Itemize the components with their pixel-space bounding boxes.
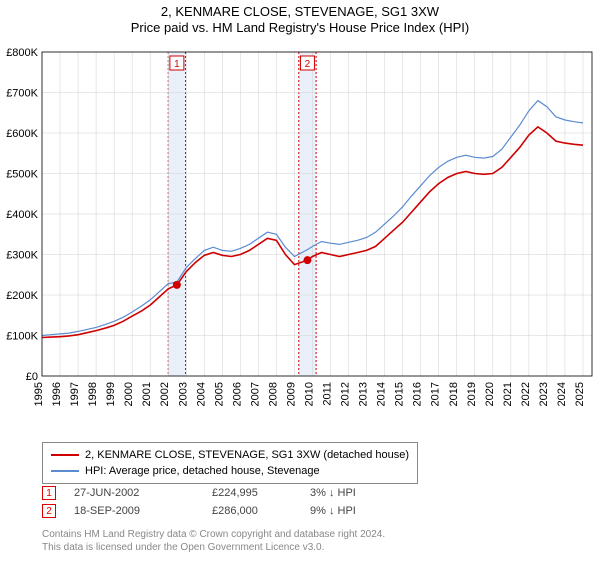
legend-item: HPI: Average price, detached house, Stev…	[51, 463, 409, 479]
svg-text:2013: 2013	[358, 382, 370, 406]
svg-text:2002: 2002	[159, 382, 171, 406]
svg-text:1995: 1995	[33, 382, 45, 406]
svg-text:2015: 2015	[394, 382, 406, 406]
svg-text:2025: 2025	[574, 382, 586, 406]
svg-text:1998: 1998	[87, 382, 99, 406]
svg-text:2021: 2021	[502, 382, 514, 406]
svg-text:£0: £0	[26, 371, 38, 383]
sale-date: 18-SEP-2009	[74, 505, 194, 517]
svg-text:1: 1	[174, 59, 180, 70]
legend-swatch	[51, 454, 79, 456]
footer-line: Contains HM Land Registry data © Crown c…	[42, 528, 385, 541]
svg-text:2007: 2007	[249, 382, 261, 406]
sale-row: 1 27-JUN-2002 £224,995 3% ↓ HPI	[42, 486, 390, 500]
svg-text:2001: 2001	[141, 382, 153, 406]
page-subtitle: Price paid vs. HM Land Registry's House …	[0, 20, 600, 35]
chart-area: £0 £100K £200K £300K £400K £500K £600K £700K £80…	[0, 46, 600, 436]
sale-price: £224,995	[212, 487, 292, 499]
sale-price: £286,000	[212, 505, 292, 517]
legend-label: 2, KENMARE CLOSE, STEVENAGE, SG1 3XW (de…	[85, 447, 409, 463]
svg-text:2000: 2000	[123, 382, 135, 406]
svg-text:2012: 2012	[340, 382, 352, 406]
footer: Contains HM Land Registry data © Crown c…	[42, 528, 385, 554]
chart-container: 2, KENMARE CLOSE, STEVENAGE, SG1 3XW Pri…	[0, 4, 600, 564]
svg-text:1996: 1996	[51, 382, 63, 406]
sales-list: 1 27-JUN-2002 £224,995 3% ↓ HPI 2 18-SEP…	[42, 486, 390, 522]
legend-swatch	[51, 470, 79, 472]
svg-text:2016: 2016	[412, 382, 424, 406]
svg-text:2003: 2003	[177, 382, 189, 406]
sale-row: 2 18-SEP-2009 £286,000 9% ↓ HPI	[42, 504, 390, 518]
legend-label: HPI: Average price, detached house, Stev…	[85, 463, 320, 479]
sale-badge: 1	[42, 486, 56, 500]
sale-badge: 2	[42, 504, 56, 518]
svg-text:2023: 2023	[538, 382, 550, 406]
page-title: 2, KENMARE CLOSE, STEVENAGE, SG1 3XW	[0, 4, 600, 19]
svg-text:2011: 2011	[322, 382, 334, 406]
svg-text:2022: 2022	[520, 382, 532, 406]
svg-text:2018: 2018	[448, 382, 460, 406]
footer-line: This data is licensed under the Open Gov…	[42, 541, 385, 554]
svg-text:£400K: £400K	[6, 209, 38, 221]
svg-text:2005: 2005	[213, 382, 225, 406]
svg-text:£200K: £200K	[6, 290, 38, 302]
svg-text:1997: 1997	[69, 382, 81, 406]
sale-delta: 3% ↓ HPI	[310, 487, 390, 499]
sale-delta: 9% ↓ HPI	[310, 505, 390, 517]
svg-text:£500K: £500K	[6, 169, 38, 181]
svg-text:£700K: £700K	[6, 88, 38, 100]
svg-text:£100K: £100K	[6, 331, 38, 343]
svg-text:2024: 2024	[556, 382, 568, 406]
legend-item: 2, KENMARE CLOSE, STEVENAGE, SG1 3XW (de…	[51, 447, 409, 463]
svg-text:2020: 2020	[484, 382, 496, 406]
svg-text:£300K: £300K	[6, 250, 38, 262]
legend: 2, KENMARE CLOSE, STEVENAGE, SG1 3XW (de…	[42, 442, 418, 484]
sale-date: 27-JUN-2002	[74, 487, 194, 499]
svg-text:1999: 1999	[105, 382, 117, 406]
svg-text:2008: 2008	[267, 382, 279, 406]
svg-text:2006: 2006	[231, 382, 243, 406]
svg-text:2017: 2017	[430, 382, 442, 406]
svg-text:2009: 2009	[285, 382, 297, 406]
line-chart: £0 £100K £200K £300K £400K £500K £600K £700K £80…	[0, 46, 600, 436]
svg-text:2004: 2004	[195, 382, 207, 406]
svg-text:2010: 2010	[303, 382, 315, 406]
svg-text:2014: 2014	[376, 382, 388, 406]
svg-text:£600K: £600K	[6, 128, 38, 140]
svg-text:2: 2	[305, 59, 311, 70]
svg-text:2019: 2019	[466, 382, 478, 406]
svg-text:£800K: £800K	[6, 47, 38, 59]
